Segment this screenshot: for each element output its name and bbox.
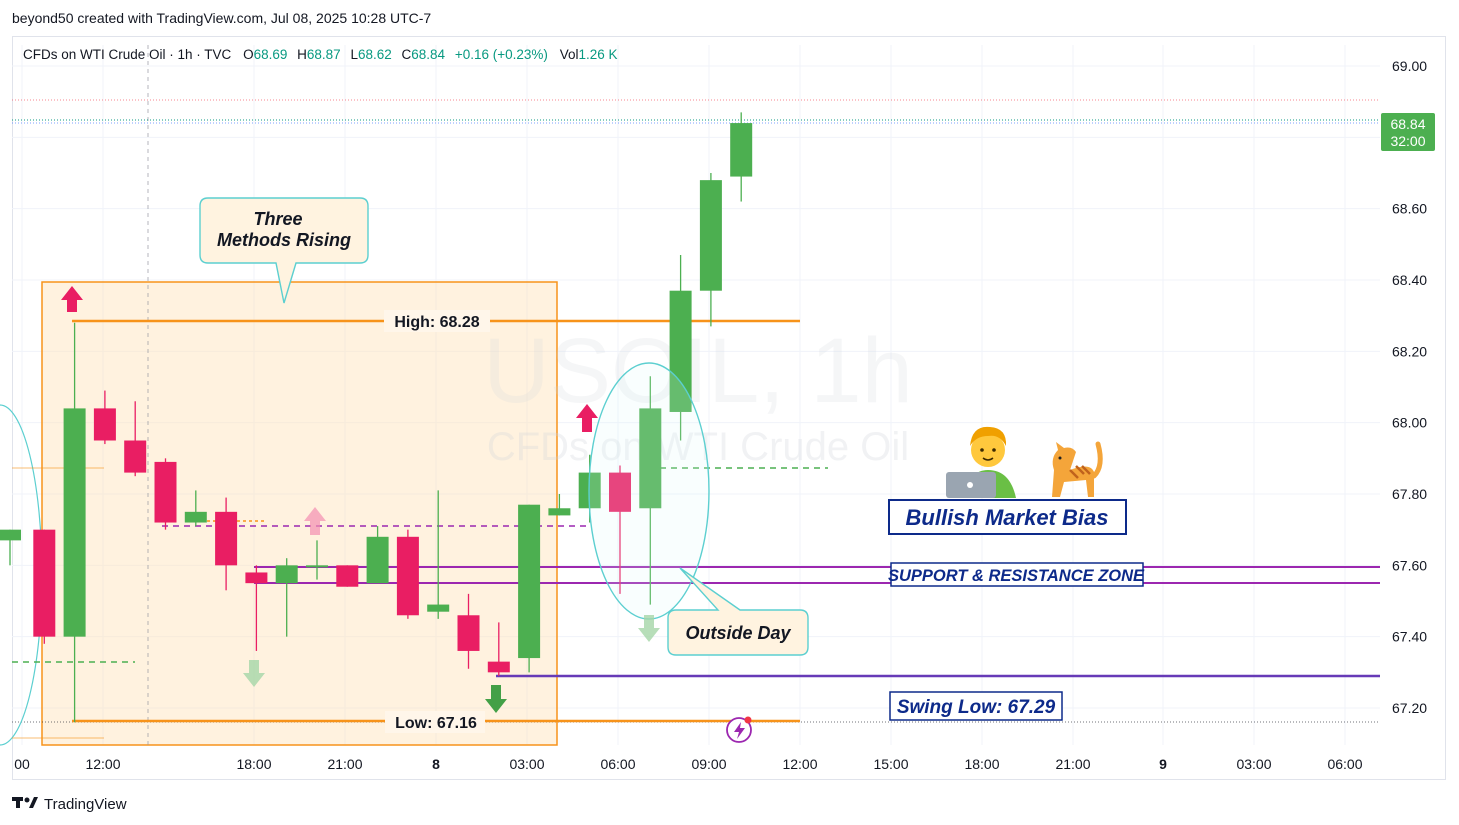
legend-open: 68.69 [254,47,288,62]
outside-day-callout[interactable]: Outside Day [667,567,809,656]
legend-close: 68.84 [411,47,445,62]
price-tick-label: 67.80 [1392,486,1427,502]
time-tick-label: 03:00 [1236,756,1271,772]
price-tick-label: 68.00 [1392,415,1427,431]
low-level-label: Low: 67.16 [395,715,477,732]
price-tick-label: 68.20 [1392,343,1427,359]
candle-up[interactable] [427,604,450,612]
current-price-badge: 68.84 32:00 [1381,113,1435,151]
swing-low-label: Swing Low: 67.29 [897,697,1056,718]
bullish-bias-label: Bullish Market Bias [906,505,1109,530]
candle-up[interactable] [63,408,86,637]
candle-down[interactable] [457,615,480,651]
time-tick-label: 06:00 [600,756,635,772]
candle-down[interactable] [487,661,510,673]
candle-down[interactable] [245,572,268,584]
candle-down[interactable] [396,536,419,616]
arrow-up-faded-icon [304,507,326,535]
candle-up[interactable] [639,408,662,509]
tradingview-brand: TradingView [44,795,127,813]
tradingview-footer[interactable]: TradingView [12,795,127,813]
price-tick-label: 67.40 [1392,629,1427,645]
candle-down[interactable] [336,565,359,587]
candle-down[interactable] [93,408,116,441]
three-methods-label-line2: Methods Rising [217,230,351,250]
sr-zone-box[interactable]: SUPPORT & RESISTANCE ZONE [888,562,1145,587]
bar-countdown: 32:00 [1390,133,1425,149]
bullish-bias-box[interactable]: Bullish Market Bias [888,499,1127,535]
time-tick-label: 06:00 [1327,756,1362,772]
candle-down[interactable] [215,511,238,566]
arrow-up-icon [576,404,598,432]
price-tick-label: 68.40 [1392,272,1427,288]
time-tick-label: 21:00 [327,756,362,772]
arrow-down-faded-icon [638,615,660,642]
price-axis[interactable]: 69.00 68.60 68.40 68.20 68.00 67.80 67.60 67.40… [1392,58,1427,716]
price-tick-label: 67.20 [1392,700,1427,716]
time-tick-label: 03:00 [509,756,544,772]
events-lightning-icon[interactable] [726,716,752,743]
symbol-legend[interactable]: CFDs on WTI Crude Oil · 1h · TVC O68.69 … [23,47,618,62]
high-level-label: High: 68.28 [394,314,479,331]
time-tick-label: 21:00 [1055,756,1090,772]
arrow-down-icon [485,685,507,713]
time-tick-label: 12:00 [782,756,817,772]
price-tick-label: 67.60 [1392,557,1427,573]
candle-up[interactable] [730,123,753,177]
candle-down[interactable] [154,461,177,523]
legend-volume: 1.26 K [578,47,617,62]
three-methods-zone [41,281,558,746]
time-tick-label: 9 [1159,756,1167,772]
legend-symbol: CFDs on WTI Crude Oil · 1h · TVC [23,47,232,62]
time-tick-label: 09:00 [691,756,726,772]
legend-change: +0.16 (+0.23%) [455,47,548,62]
legend-high: 68.87 [307,47,341,62]
candle-up[interactable] [366,536,389,584]
legend-low: 68.62 [358,47,392,62]
time-tick-label: 12:00 [85,756,120,772]
time-tick-label: 15:00 [873,756,908,772]
candle-up[interactable] [699,180,722,291]
trader-at-laptop-icon [946,426,1016,498]
candle-up[interactable] [518,504,541,659]
candle-down[interactable] [609,472,631,512]
watermark-description: CFDs on WTI Crude Oil [487,425,909,469]
candle-up[interactable] [548,508,571,516]
candle-down[interactable] [124,440,147,473]
candle-up[interactable] [669,290,692,412]
arrow-down-faded-icon [243,660,265,687]
chart-frame [12,36,1446,780]
candle-up[interactable] [306,565,328,568]
watermark-symbol: USOIL, 1h [483,320,913,422]
candle-down[interactable] [33,529,56,637]
candle-up[interactable] [0,529,21,541]
tradingview-logo-icon [12,795,38,813]
chart-caption: beyond50 created with TradingView.com, J… [12,10,432,26]
time-tick-label: 18:00 [236,756,271,772]
price-tick-label: 69.00 [1392,58,1427,74]
arrow-up-icon [61,286,83,312]
candle-up[interactable] [275,565,298,584]
cat-icon [1052,441,1103,497]
time-axis[interactable]: 00 12:00 18:00 21:00 8 03:00 06:00 09:00 12:00 15… [14,756,1363,772]
three-methods-callout[interactable]: Three Methods Rising [199,197,369,304]
price-tick-label: 68.60 [1392,201,1427,217]
current-price-value: 68.84 [1390,116,1425,132]
sr-zone-label: SUPPORT & RESISTANCE ZONE [888,567,1145,585]
time-tick-label: 8 [432,756,440,772]
time-tick-label: 00 [14,756,30,772]
swing-low-box[interactable]: Swing Low: 67.29 [889,691,1063,721]
candlestick-series [0,112,753,723]
time-tick-label: 18:00 [964,756,999,772]
candle-up[interactable] [184,511,207,523]
outside-day-label: Outside Day [685,623,791,643]
three-methods-label-line1: Three [253,209,302,229]
